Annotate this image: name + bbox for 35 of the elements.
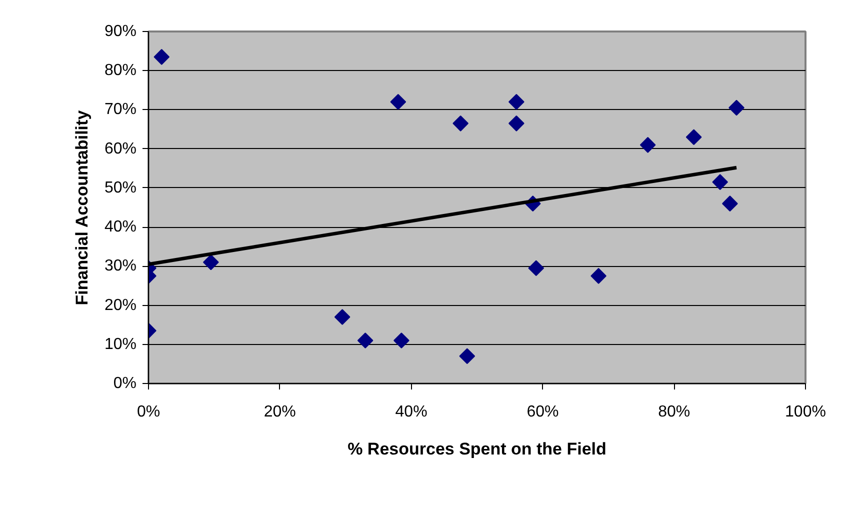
y-tick-label: 90%: [104, 23, 137, 40]
x-tick-label: 0%: [136, 404, 160, 420]
point: [528, 260, 544, 276]
x-tick-label: 100%: [785, 404, 826, 420]
y-tick-label: 30%: [104, 258, 137, 275]
point: [590, 268, 606, 284]
point: [722, 196, 738, 212]
point: [394, 332, 410, 348]
y-tick-label: 10%: [104, 336, 137, 353]
point: [452, 115, 468, 132]
x-tick-label: 20%: [264, 404, 296, 420]
x-tick-label: 60%: [526, 404, 559, 420]
x-tick-label: 40%: [395, 404, 428, 420]
y-tick-label: 60%: [104, 140, 137, 158]
x-tick-label: 80%: [658, 404, 690, 420]
x-axis-title: % Resources Spent on the Field: [348, 440, 606, 458]
point: [508, 94, 524, 110]
point: [640, 137, 656, 153]
y-tick-label: 70%: [104, 101, 137, 118]
y-tick-label: 50%: [104, 179, 137, 196]
y-tick-label: 40%: [104, 218, 137, 236]
point: [202, 254, 219, 270]
y-tick-label: 0%: [113, 375, 136, 392]
point: [686, 129, 702, 146]
point: [334, 309, 350, 325]
y-axis-title: Financial Accountability: [72, 110, 92, 306]
point: [390, 94, 406, 110]
point: [357, 332, 374, 348]
y-tick-label: 80%: [104, 62, 137, 80]
y-tick-label: 20%: [104, 296, 137, 314]
point: [728, 100, 744, 116]
point: [508, 115, 524, 132]
point: [154, 49, 170, 65]
point: [712, 174, 728, 190]
point: [459, 348, 476, 364]
